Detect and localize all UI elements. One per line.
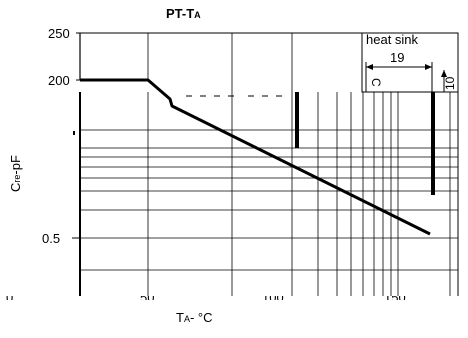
heat-sink-value: 19 — [390, 50, 404, 65]
dimension-arrow-right — [425, 64, 432, 70]
chart-title: PT-TA — [166, 6, 201, 21]
x-axis-label: TA- °C — [176, 310, 213, 325]
vertical-grid — [147, 92, 451, 296]
heat-sink-shape-glyph: C — [369, 78, 383, 87]
x-tick-label: 0 — [6, 290, 13, 305]
marker-bar — [431, 92, 435, 195]
horizontal-grid — [80, 129, 458, 271]
chart-title-subscript: A — [194, 10, 201, 20]
x-axis-label-subscript: A — [184, 314, 190, 324]
top-panel: 250 200 heat sink 19 C 10 — [48, 26, 459, 93]
y-tick-200: 200 — [48, 73, 70, 88]
y-axis-label-subscript: re — [12, 175, 22, 183]
side-dimension-label: 10 — [443, 76, 457, 90]
x-tick-label: 100 — [262, 290, 284, 305]
dimension-arrow-left — [366, 64, 373, 70]
y-tick-250: 250 — [48, 26, 70, 41]
x-tick-label: 150 — [384, 290, 406, 305]
bottom-ticks: 0 50 100 150 — [6, 290, 406, 305]
heat-sink-label: heat sink — [366, 32, 419, 47]
heat-sink-box — [361, 32, 459, 93]
marker-bar — [295, 92, 299, 148]
y-axis-label: Cre-pF — [8, 155, 23, 192]
main-panel: 0.5 — [42, 92, 459, 296]
derating-curve — [80, 78, 431, 236]
x-tick-label: 50 — [140, 290, 154, 305]
side-dimension-arrow — [441, 70, 447, 77]
y-tick-0-5: 0.5 — [42, 231, 60, 246]
